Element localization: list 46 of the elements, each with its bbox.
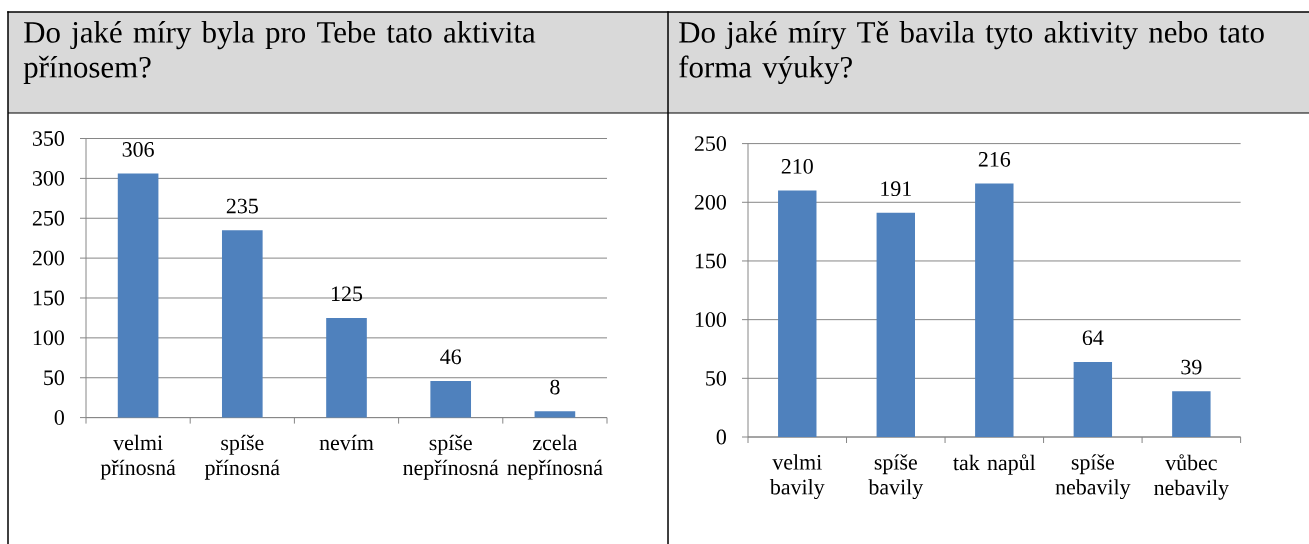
bar: [534, 411, 576, 418]
y-tick-label: 0: [54, 410, 64, 426]
bar: [778, 190, 817, 438]
x-tick-label: spíše nebavily: [1055, 454, 1131, 500]
x-tick-label: spíše přínosná: [204, 434, 280, 480]
bar: [430, 380, 472, 418]
x-tick-label: spíše bavily: [868, 454, 924, 500]
data-label: 235: [226, 198, 258, 214]
bar: [1073, 361, 1113, 438]
bar: [1172, 391, 1211, 438]
y-tick-label: 150: [33, 290, 64, 306]
x-tick-label: tak napůl: [953, 454, 1036, 475]
x-tick-label: velmi přínosná: [100, 434, 176, 480]
y-tick-label: 150: [695, 253, 726, 269]
data-label: 125: [331, 286, 363, 302]
y-tick-label: 350: [32, 131, 64, 146]
data-label: 64: [1082, 330, 1104, 346]
data-label: 216: [978, 151, 1011, 167]
bar: [326, 317, 367, 418]
data-label: 210: [781, 158, 813, 174]
y-tick-label: 100: [695, 312, 726, 328]
bar: [117, 173, 159, 418]
chart-title: Do jaké míry byla pro Tebe tato aktivita přínosem?: [23, 21, 536, 84]
y-tick-label: 50: [706, 370, 726, 386]
y-tick-label: 0: [716, 429, 726, 445]
x-tick-label: spíše nepřínosná: [403, 434, 499, 480]
y-tick-label: 300: [32, 170, 64, 186]
x-tick-label: velmi bavily: [769, 454, 825, 500]
x-tick-label: vůbec nebavily: [1154, 454, 1230, 500]
x-tick-label: zcela nepřínosná: [507, 434, 603, 480]
y-tick-label: 250: [694, 136, 726, 151]
y-tick-label: 200: [694, 194, 726, 210]
chart-title: Do jaké míry Tě bavila tyto aktivity nebo tato forma výuky?: [679, 21, 1264, 85]
y-tick-label: 200: [32, 250, 64, 266]
data-label: 191: [881, 181, 911, 197]
y-tick-label: 250: [32, 210, 64, 226]
bar: [221, 230, 263, 418]
data-label: 39: [1181, 359, 1202, 375]
data-label: 46: [440, 349, 462, 365]
x-tick-label: nevím: [319, 434, 374, 451]
y-tick-label: 100: [33, 330, 64, 346]
y-tick-label: 50: [44, 370, 64, 386]
bar: [975, 183, 1014, 438]
data-label: 8: [550, 379, 560, 395]
data-label: 306: [122, 142, 154, 157]
bar: [876, 212, 915, 438]
